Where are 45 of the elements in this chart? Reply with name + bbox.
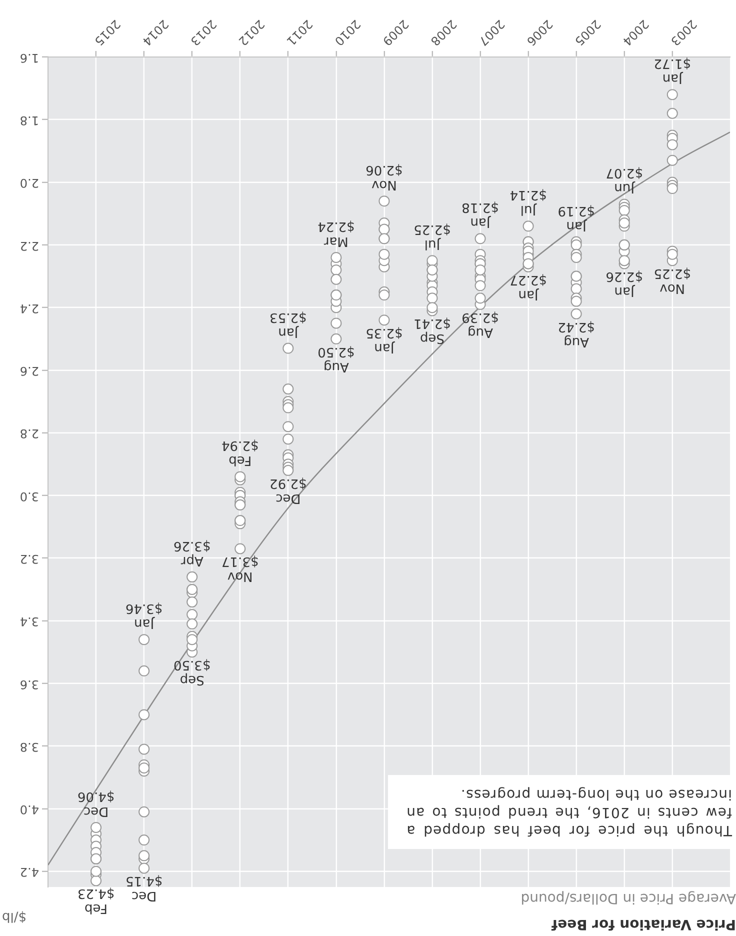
- annotation: Mar $2.24: [318, 218, 355, 248]
- annotation: Jul $2.25: [414, 222, 451, 252]
- y-tick-label: 3.8: [20, 740, 39, 754]
- y-tick-label: 2.6: [20, 364, 39, 378]
- annotation: Though the price for beef has dropped a few cents in 2016, the trend points to an increase on the long-term progress.: [388, 775, 736, 849]
- annotation: Jul $2.14: [510, 187, 547, 218]
- y-tick-label: 2.0: [20, 176, 39, 190]
- annotation: Nov $2.06: [366, 162, 403, 192]
- annotation: Dec $2.92: [270, 475, 307, 506]
- annotation: Jan $1.72: [654, 56, 691, 86]
- annotation: Sep $2.41: [414, 316, 451, 346]
- y-tick-label: 3.0: [20, 489, 39, 504]
- y-tick-label: 3.2: [20, 552, 39, 566]
- text: Average Price in Dollars/pound: [520, 890, 736, 906]
- text: Price Variation for Beef: [552, 916, 736, 932]
- y-tick-label: 1.6: [20, 50, 39, 65]
- annotation: Jan $2.26: [606, 268, 643, 299]
- y-tick-label: 1.8: [20, 114, 39, 128]
- annotation: Dec $4.15: [125, 873, 163, 904]
- annotation: Nov $3.17: [222, 554, 259, 584]
- line-series: [48, 132, 730, 866]
- annotation: Feb $2.94: [222, 438, 259, 468]
- annotation: Dec $4.06: [77, 788, 115, 818]
- annotation: Jan $2.18: [462, 200, 499, 230]
- annotation: Jun $2.07: [606, 165, 643, 196]
- y-tick-label: 2.4: [20, 301, 39, 316]
- annotation: Jan $2.27: [510, 272, 547, 302]
- y-tick-label: 4.2: [20, 865, 39, 880]
- annotation: Aug $2.50: [318, 344, 355, 374]
- annotation: Feb $4.23: [77, 886, 115, 916]
- y-axis-title: $/lb: [2, 909, 27, 924]
- annotation: Nov $2.25: [654, 266, 691, 296]
- y-tick-label: 2.8: [20, 426, 39, 441]
- y-tick-label: 2.2: [20, 238, 39, 253]
- annotation: Jan $2.53: [270, 309, 307, 340]
- annotation: Jan $3.46: [125, 600, 163, 631]
- annotation: Aug $2.42: [558, 318, 595, 349]
- annotation: Jan $2.35: [366, 325, 403, 356]
- annotation: Aug $2.39: [462, 309, 499, 340]
- annotation: Sep $3.50: [173, 657, 211, 688]
- annotation: Jan $2.19: [558, 202, 595, 233]
- y-tick-label: 3.6: [20, 677, 39, 692]
- y-tick-label: 3.4: [20, 614, 39, 629]
- annotation: Apr $3.26: [173, 538, 211, 568]
- y-tick-label: 4.0: [20, 802, 39, 817]
